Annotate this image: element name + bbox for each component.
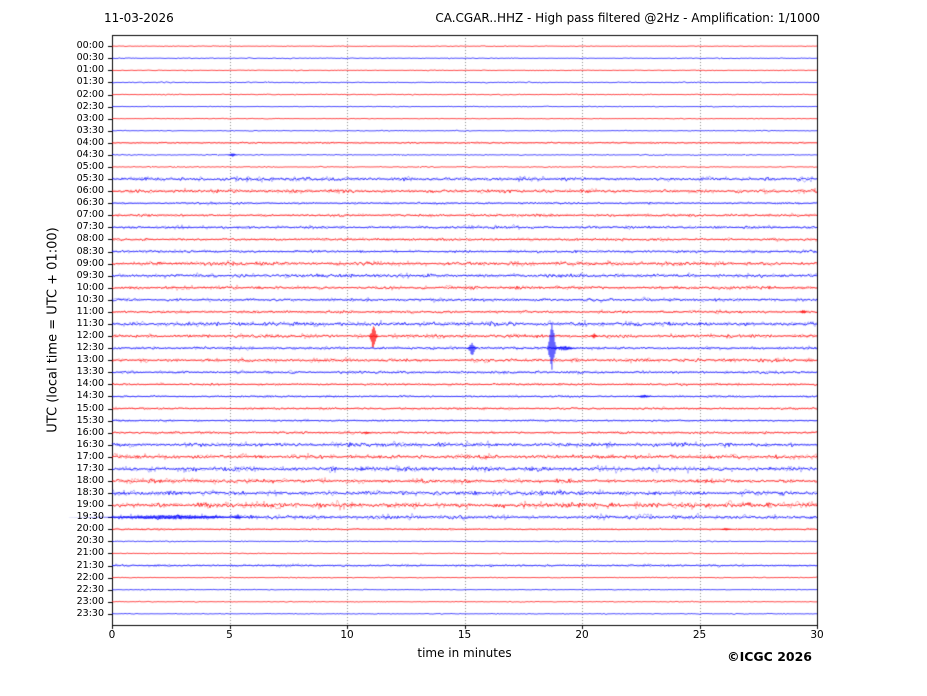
y-tick-label: 08:00 (76, 233, 104, 245)
y-tick-label: 20:00 (76, 523, 104, 535)
y-tick-label: 13:30 (76, 366, 104, 378)
y-tick-label: 02:00 (76, 88, 104, 100)
y-tick-label: 16:30 (76, 438, 104, 450)
y-tick-label: 09:00 (76, 257, 104, 269)
y-tick-label: 16:00 (76, 426, 104, 438)
y-tick-label: 23:00 (76, 595, 104, 607)
y-tick-label: 17:00 (76, 450, 104, 462)
x-tick-label: 10 (340, 629, 354, 641)
plot-date: 11-03-2026 (104, 11, 174, 25)
y-tick-label: 05:00 (76, 160, 104, 172)
y-tick-label: 00:30 (76, 52, 104, 64)
y-tick-label: 18:00 (76, 474, 104, 486)
y-tick-label: 17:30 (76, 462, 104, 474)
plot-title: CA.CGAR..HHZ - High pass filtered @2Hz -… (435, 11, 820, 25)
y-tick-label: 14:30 (76, 390, 104, 402)
y-tick-label: 13:00 (76, 354, 104, 366)
y-tick-label: 00:00 (76, 40, 104, 52)
y-tick-label: 19:00 (76, 499, 104, 511)
x-tick-label: 20 (575, 629, 589, 641)
y-tick-label: 07:30 (76, 221, 104, 233)
y-tick-label: 03:30 (76, 124, 104, 136)
y-tick-label: 18:30 (76, 487, 104, 499)
y-tick-label: 20:30 (76, 535, 104, 547)
y-tick-label: 08:30 (76, 245, 104, 257)
y-tick-label: 21:30 (76, 559, 104, 571)
y-tick-label: 07:00 (76, 209, 104, 221)
y-tick-label: 19:30 (76, 511, 104, 523)
x-tick-label: 30 (810, 629, 824, 641)
y-tick-label: 03:00 (76, 112, 104, 124)
y-tick-label: 06:30 (76, 197, 104, 209)
y-tick-label: 22:30 (76, 583, 104, 595)
x-tick-label: 25 (692, 629, 707, 641)
y-tick-label: 04:00 (76, 136, 104, 148)
y-tick-label: 14:00 (76, 378, 104, 390)
y-tick-label: 12:30 (76, 342, 104, 354)
y-tick-label: 04:30 (76, 148, 104, 160)
y-tick-label: 21:00 (76, 547, 104, 559)
y-tick-label: 12:00 (76, 330, 104, 342)
y-tick-label: 02:30 (76, 100, 104, 112)
y-tick-label: 10:00 (76, 281, 104, 293)
y-tick-label: 01:30 (76, 76, 104, 88)
y-tick-label: 06:00 (76, 185, 104, 197)
x-axis-label: time in minutes (417, 646, 512, 660)
x-tick-label: 15 (457, 629, 472, 641)
copyright: ©ICGC 2026 (727, 649, 812, 664)
y-tick-label: 15:00 (76, 402, 104, 414)
y-tick-label: 22:00 (76, 571, 104, 583)
y-tick-label: 05:30 (76, 173, 104, 185)
y-tick-label: 11:00 (76, 305, 104, 317)
y-tick-label: 01:00 (76, 64, 104, 76)
x-tick-label: 0 (108, 629, 116, 641)
y-tick-label: 15:30 (76, 414, 104, 426)
y-tick-label: 11:30 (76, 317, 104, 329)
y-tick-label: 09:30 (76, 269, 104, 281)
y-tick-label: 10:30 (76, 293, 104, 305)
y-tick-label: 23:30 (76, 607, 104, 619)
x-tick-label: 5 (226, 629, 233, 641)
